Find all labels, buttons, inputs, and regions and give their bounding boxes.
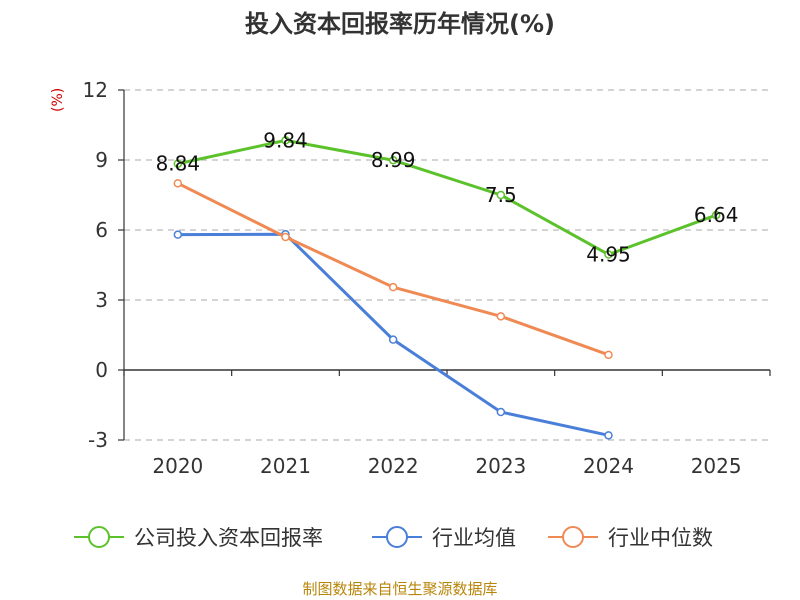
data-point xyxy=(173,159,183,168)
data-point xyxy=(388,155,398,165)
data-point xyxy=(173,179,183,188)
legend: 公司投入资本回报率 行业均值 行业中位数 xyxy=(74,526,713,550)
y-tick-label: 3 xyxy=(95,288,108,312)
data-point xyxy=(604,250,613,259)
y-tick-label: 6 xyxy=(95,218,108,242)
grid-lines xyxy=(124,89,770,441)
data-point xyxy=(604,350,613,360)
legend-item[interactable]: 行业中位数 xyxy=(548,526,713,550)
legend-marker xyxy=(88,526,110,548)
axes: 12 9 6 3 0 -3 2020 2021 2022 2023 2024 2025 xyxy=(83,78,771,478)
data-point xyxy=(388,335,398,344)
data-point xyxy=(496,407,506,417)
data-point xyxy=(281,136,290,145)
x-tick-label: 2022 xyxy=(368,454,419,478)
data-label: 9.84 xyxy=(263,128,308,152)
x-tick-label: 2023 xyxy=(475,454,526,478)
data-label: 6.64 xyxy=(694,203,739,227)
data-point xyxy=(388,282,398,292)
legend-label: 行业中位数 xyxy=(608,526,713,550)
legend-marker xyxy=(562,526,584,548)
data-point xyxy=(711,210,721,220)
series-lines xyxy=(173,136,721,440)
data-labels: 8.84 9.84 8.99 7.5 4.95 6.64 xyxy=(156,128,739,266)
chart-title: 投入资本回报率历年情况(%) xyxy=(245,10,555,38)
y-tick-label: 9 xyxy=(95,148,108,172)
data-label: 7.5 xyxy=(485,183,517,207)
series-line xyxy=(177,232,609,437)
x-tick-label: 2021 xyxy=(260,454,311,478)
data-label: 8.84 xyxy=(156,152,201,176)
y-tick-label: 0 xyxy=(95,358,108,382)
data-point xyxy=(173,230,183,239)
data-label: 4.95 xyxy=(586,243,631,267)
legend-label: 公司投入资本回报率 xyxy=(134,526,323,550)
x-tick-label: 2020 xyxy=(152,454,203,478)
y-tick-label: -3 xyxy=(88,428,108,452)
legend-label: 行业均值 xyxy=(432,526,516,550)
series-line xyxy=(177,138,717,256)
y-tick-label: 12 xyxy=(83,78,108,102)
data-point xyxy=(281,232,290,242)
legend-item[interactable]: 行业均值 xyxy=(372,526,516,550)
legend-item[interactable]: 公司投入资本回报率 xyxy=(74,526,323,550)
data-point xyxy=(604,431,613,440)
source-footer: 制图数据来自恒生聚源数据库 xyxy=(302,580,498,598)
legend-marker xyxy=(386,526,408,548)
x-tick-label: 2024 xyxy=(583,454,634,478)
series-line xyxy=(177,181,610,357)
data-point xyxy=(496,190,506,200)
x-tick-label: 2025 xyxy=(691,454,742,478)
data-label: 8.99 xyxy=(371,148,416,172)
data-point xyxy=(496,312,506,321)
